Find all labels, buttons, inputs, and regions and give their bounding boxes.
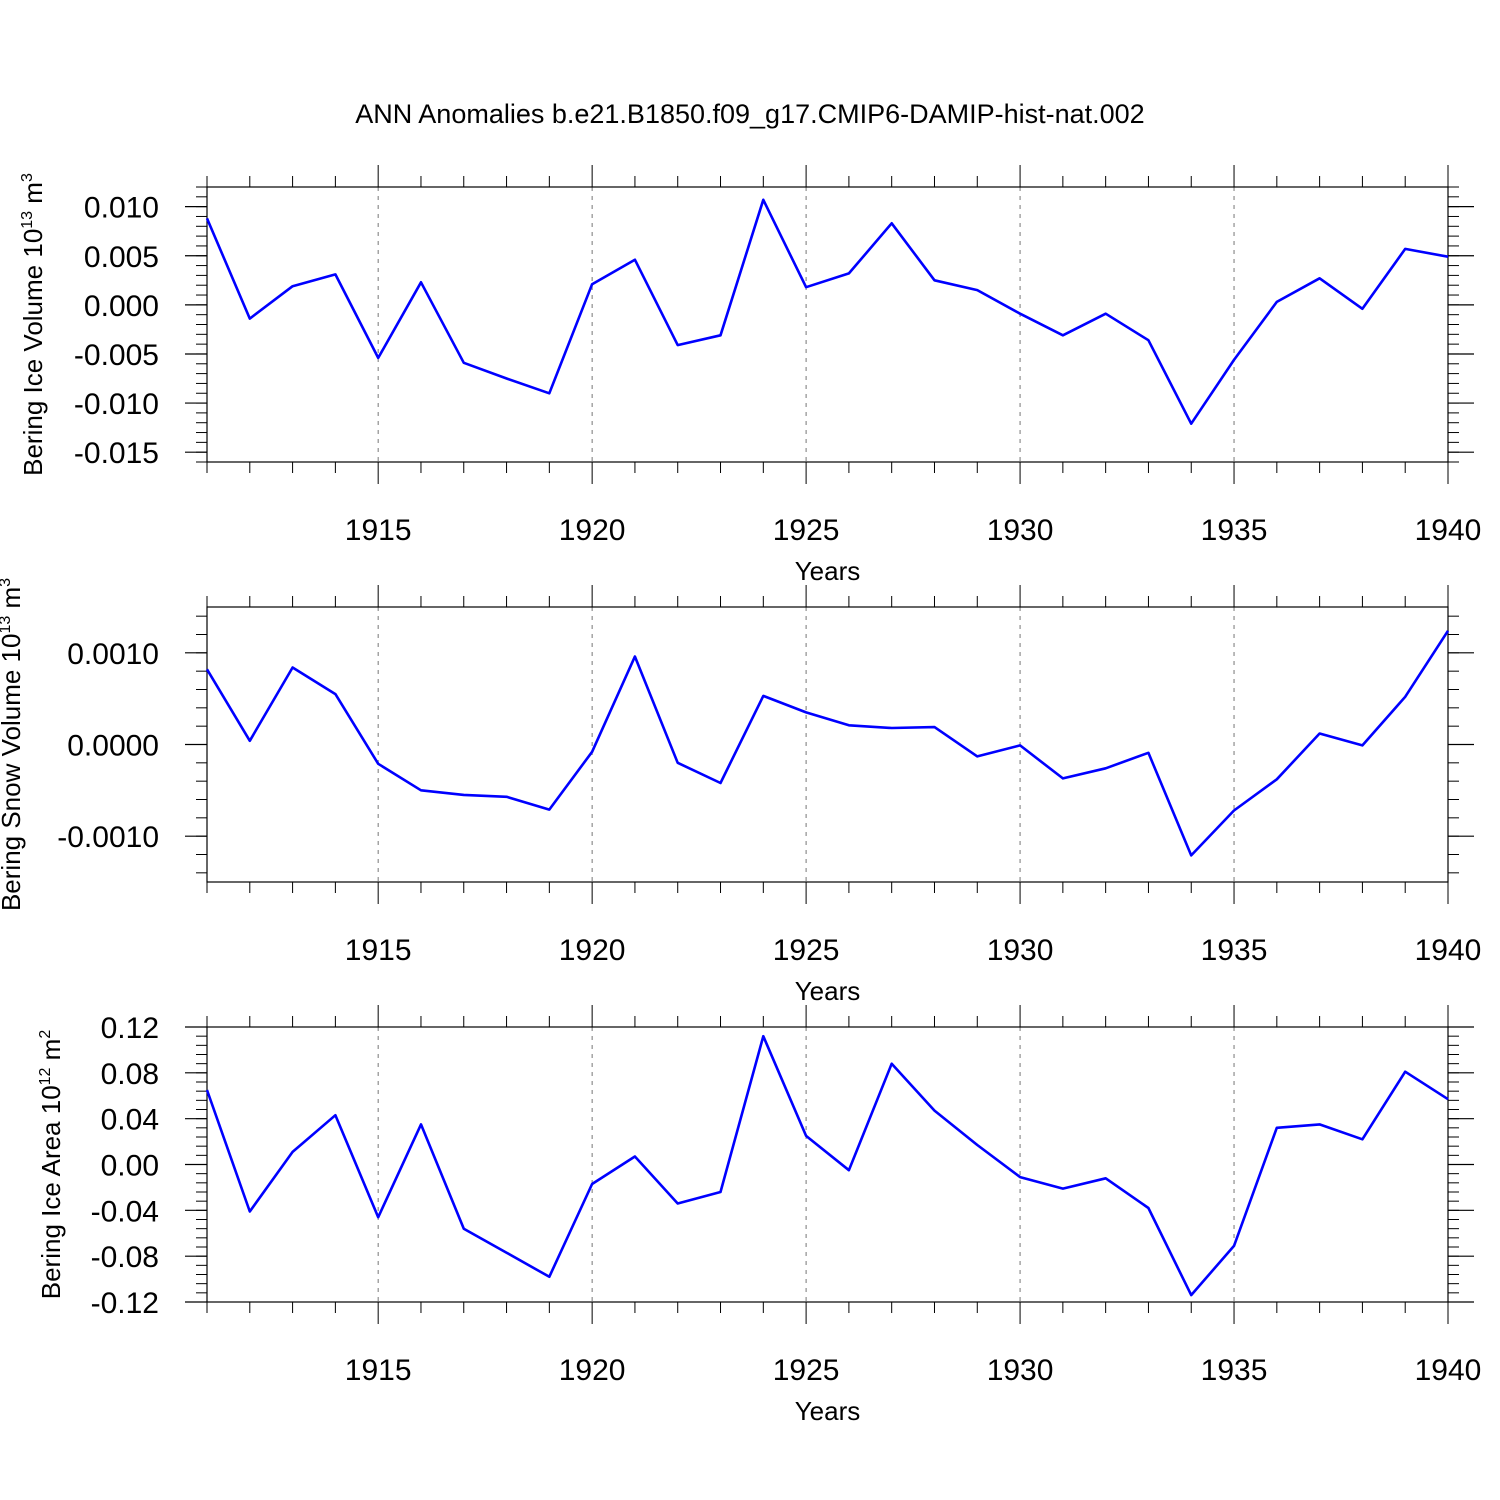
x-tick-label: 1925: [773, 1354, 840, 1387]
y-tick-label: -0.010: [74, 388, 159, 421]
y-tick-label: -0.005: [74, 339, 159, 372]
y-tick-label: -0.12: [91, 1287, 159, 1320]
y-tick-label: -0.08: [91, 1241, 159, 1274]
y-tick-label: 0.000: [84, 290, 159, 323]
x-tick-label: 1915: [345, 1354, 412, 1387]
y-axis-title: Bering Ice Volume 1013 m3: [18, 173, 48, 476]
x-tick-label: 1920: [559, 934, 626, 967]
x-tick-label: 1925: [773, 514, 840, 547]
x-tick-label: 1935: [1201, 1354, 1268, 1387]
x-axis-title: Years: [795, 976, 861, 1006]
y-tick-label: 0.04: [101, 1104, 159, 1137]
y-tick-label: 0.010: [84, 192, 159, 225]
y-axis-title: Bering Ice Area 1012 m2: [36, 1030, 66, 1300]
x-tick-label: 1935: [1201, 514, 1268, 547]
x-tick-label: 1930: [987, 514, 1054, 547]
x-tick-label: 1930: [987, 1354, 1054, 1387]
x-tick-label: 1930: [987, 934, 1054, 967]
plot-frame: [206, 1026, 1449, 1303]
x-tick-label: 1925: [773, 934, 840, 967]
x-tick-label: 1915: [345, 514, 412, 547]
y-tick-label: 0.005: [84, 241, 159, 274]
series-line: [205, 198, 1449, 426]
x-axis-title: Years: [795, 1396, 861, 1426]
y-axis-title: Bering Snow Volume 1013 m3: [0, 578, 26, 911]
panel-1: 0.010 0.005 0.000 -0.005 -0.010 -0.015 1915 192…: [18, 165, 1481, 586]
x-axis-title: Years: [795, 556, 861, 586]
plot-frame: [206, 186, 1449, 463]
y-tick-label: 0.0010: [67, 638, 159, 671]
x-tick-label: 1940: [1415, 934, 1482, 967]
y-tick-label: 0.12: [101, 1012, 159, 1045]
series-line: [205, 1034, 1449, 1297]
figure-title: ANN Anomalies b.e21.B1850.f09_g17.CMIP6-…: [355, 99, 1144, 129]
y-tick-label: 0.0000: [67, 730, 159, 763]
panel-2: 0.0010 0.0000 -0.0010 1915 1920 1925 1930 1935 1…: [0, 578, 1481, 1006]
x-tick-label: 1920: [559, 1354, 626, 1387]
y-tick-label: 0.08: [101, 1058, 159, 1091]
x-tick-label: 1940: [1415, 514, 1482, 547]
y-tick-label: -0.0010: [57, 821, 159, 854]
x-tick-label: 1940: [1415, 1354, 1482, 1387]
y-tick-label: -0.015: [74, 437, 159, 470]
y-tick-label: 0.00: [101, 1150, 159, 1183]
plot-frame: [206, 606, 1449, 883]
panels: 0.010 0.005 0.000 -0.005 -0.010 -0.015 1915 192…: [0, 165, 1481, 1426]
x-tick-label: 1935: [1201, 934, 1268, 967]
y-tick-label: -0.04: [91, 1195, 159, 1228]
series-line: [205, 630, 1450, 857]
x-tick-label: 1920: [559, 514, 626, 547]
panel-3: 0.12 0.08 0.04 0.00 -0.04 -0.08 -0.12 1915 1920 1…: [36, 1005, 1481, 1426]
x-tick-label: 1915: [345, 934, 412, 967]
